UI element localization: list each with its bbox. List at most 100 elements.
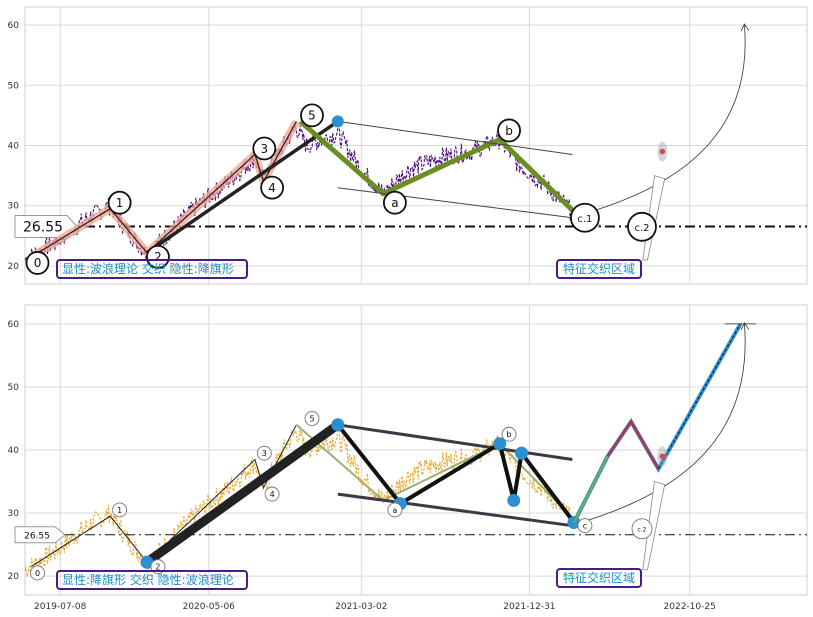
wave-label-text: 0 — [35, 569, 40, 578]
x-tick-label: 2021-12-31 — [503, 602, 555, 612]
wave-label-text: 5 — [309, 414, 314, 423]
price-label-box — [14, 526, 66, 544]
wave-label-text: 4 — [268, 181, 276, 195]
wave-label-c.2: c.2 — [631, 518, 653, 540]
y-tick-label: 20 — [8, 572, 20, 582]
wave-label-text: b — [505, 124, 513, 138]
flag-start-marker — [331, 115, 344, 128]
forecast-arrow — [580, 25, 745, 216]
wave-label-3: 3 — [252, 136, 277, 161]
pivot-marker — [507, 493, 521, 507]
wave-label-a: a — [387, 502, 403, 518]
wave-label-text: b — [507, 430, 512, 439]
wave-label-b: b — [501, 426, 517, 442]
zone-label-box — [556, 259, 642, 279]
x-tick-label: 2019-07-08 — [34, 602, 87, 612]
wave-label-text: 5 — [308, 109, 316, 123]
wave-label-text: a — [391, 196, 398, 210]
wave-label-circle — [631, 518, 653, 540]
impulse-line — [146, 119, 339, 255]
wave-label-text: 0 — [34, 256, 42, 270]
wave-label-circle — [112, 502, 128, 518]
pivot-marker — [331, 418, 345, 432]
zone-label-box — [556, 568, 642, 588]
wave-label-circle — [382, 190, 407, 215]
wave-label-circle — [577, 518, 593, 534]
correction-line — [295, 424, 575, 521]
wave-label-circle — [107, 190, 132, 215]
wave-label-1: 1 — [112, 502, 128, 518]
wave-label-circle — [25, 251, 50, 275]
wave-label-circle — [627, 211, 657, 242]
wave-label-text: 1 — [116, 196, 124, 210]
wave-label-circle — [304, 411, 320, 426]
zone-label: 特征交织区域 — [563, 261, 635, 276]
wave-label-a: a — [382, 190, 407, 215]
pattern-label-box — [56, 570, 248, 590]
pattern-label: 显性:波浪理论 交织 隐性:降旗形 — [62, 261, 234, 276]
wave-label-text: 4 — [270, 490, 275, 499]
projection-leg-2 — [606, 419, 660, 470]
wave-label-circle — [570, 202, 600, 233]
wave-label-2: 2 — [146, 245, 170, 269]
wave-label-text: a — [392, 506, 397, 515]
wave-label-circle — [497, 118, 521, 143]
wave-label-text: 3 — [262, 449, 267, 458]
wave-label-text: 3 — [260, 142, 268, 156]
pivot-marker — [493, 437, 507, 451]
wave-label-4: 4 — [260, 175, 285, 200]
flag-upper-line — [337, 423, 573, 461]
wave-label-3: 3 — [256, 445, 272, 461]
wave-label-c.1: c.1 — [570, 202, 600, 233]
pattern-label: 显性:降旗形 交织 隐性:波浪理论 — [62, 572, 234, 587]
wave-label-text: c.1 — [577, 214, 592, 225]
y-tick-label: 40 — [8, 142, 20, 152]
price-label: 26.55 — [23, 219, 63, 235]
wave-line — [30, 121, 297, 258]
pivot-marker — [140, 555, 154, 569]
wave-label-b: b — [497, 118, 521, 143]
forecast-arrow — [580, 324, 745, 523]
y-tick-label: 60 — [8, 21, 20, 31]
wave-label-5: 5 — [300, 103, 324, 128]
pattern-label-box — [56, 259, 248, 279]
wave-label-5: 5 — [304, 411, 320, 426]
wave-label-text: 1 — [117, 506, 122, 515]
projection-leg-1 — [573, 455, 609, 523]
y-tick-label: 20 — [8, 262, 20, 272]
y-tick-label: 50 — [8, 81, 20, 91]
price-label: 26.55 — [24, 531, 50, 541]
wave-label-circle — [501, 426, 517, 442]
wave-label-c.2: c.2 — [627, 211, 657, 242]
x-tick-label: 2022-10-25 — [664, 602, 716, 612]
wave-label-0: 0 — [25, 251, 50, 275]
x-axis: 2019-07-08 2020-05-06 2021-03-02 2021-12-31… — [34, 602, 716, 612]
y-tick-label: 50 — [8, 383, 20, 393]
flag-upper-line — [337, 120, 573, 155]
wave-label-0: 0 — [30, 565, 45, 581]
wave-label-circle — [30, 565, 45, 581]
correction-line — [298, 119, 576, 214]
wave-label-4: 4 — [264, 486, 280, 502]
wave-label-circle — [252, 136, 277, 161]
wave-label-circle — [260, 175, 285, 200]
wave-label-circle — [256, 445, 272, 461]
bottom-panel: 20 30 40 50 60 26.55 0 1 2 3 4 5 a b c c.2 显性:降旗形 交织 隐性:… — [8, 304, 808, 596]
wave-label-text: 2 — [155, 563, 160, 572]
wave-label-text: c.2 — [634, 223, 649, 234]
wave-label-text: c — [583, 522, 587, 531]
flag-lower-line — [337, 492, 573, 528]
y-tick-label: 60 — [8, 320, 20, 330]
x-tick-label: 2020-05-06 — [183, 602, 236, 612]
wave-label-circle — [387, 502, 403, 518]
signal-pointer — [642, 480, 666, 571]
y-tick-label: 40 — [8, 446, 20, 456]
wave-label-1: 1 — [107, 190, 132, 215]
pivot-marker — [515, 446, 529, 460]
flag-zigzag — [336, 423, 576, 524]
wave-label-circle — [264, 486, 280, 502]
signal-dot — [659, 148, 666, 155]
y-tick-label: 30 — [8, 202, 20, 212]
wave-label-text: c.2 — [637, 527, 646, 534]
